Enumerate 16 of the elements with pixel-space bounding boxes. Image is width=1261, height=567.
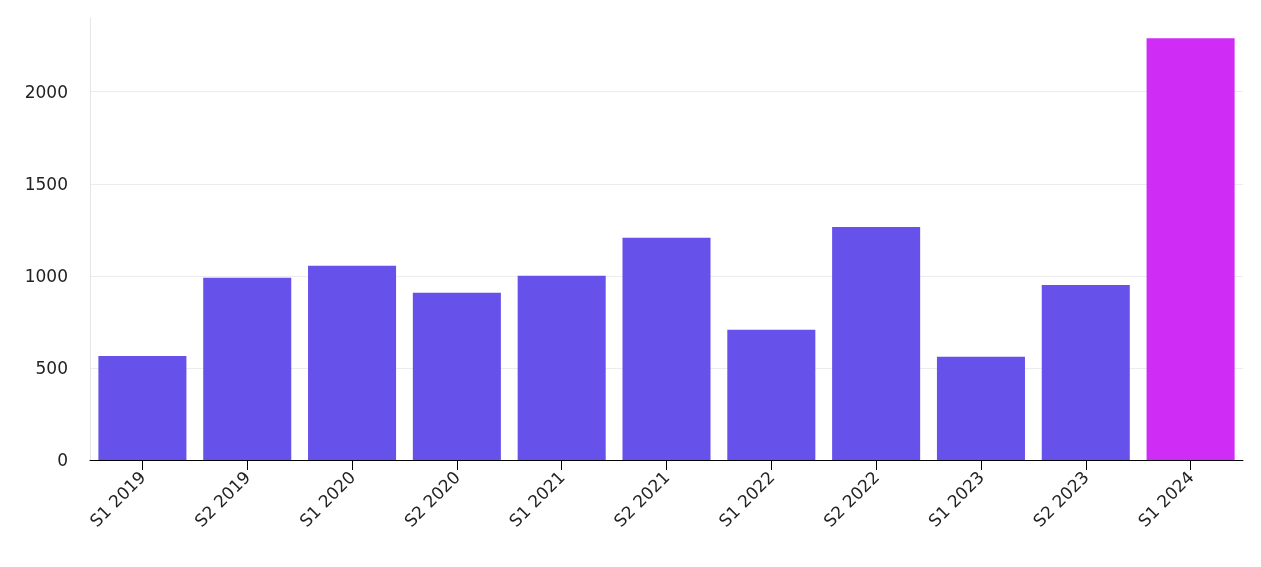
y-tick-label: 500 bbox=[35, 357, 68, 378]
bar bbox=[727, 329, 816, 460]
bar bbox=[1041, 285, 1130, 460]
bar bbox=[412, 292, 501, 460]
y-tick-label: 0 bbox=[57, 450, 68, 470]
bar bbox=[622, 237, 711, 460]
y-tick-label: 1500 bbox=[24, 173, 68, 194]
y-tick-label: 1000 bbox=[24, 265, 68, 286]
y-tick-label: 2000 bbox=[24, 81, 68, 102]
bar bbox=[98, 355, 187, 460]
bar bbox=[517, 275, 606, 460]
bar bbox=[1146, 38, 1235, 460]
bar bbox=[203, 277, 292, 460]
bar bbox=[936, 356, 1025, 460]
bar bbox=[308, 265, 397, 460]
bar bbox=[832, 227, 921, 460]
